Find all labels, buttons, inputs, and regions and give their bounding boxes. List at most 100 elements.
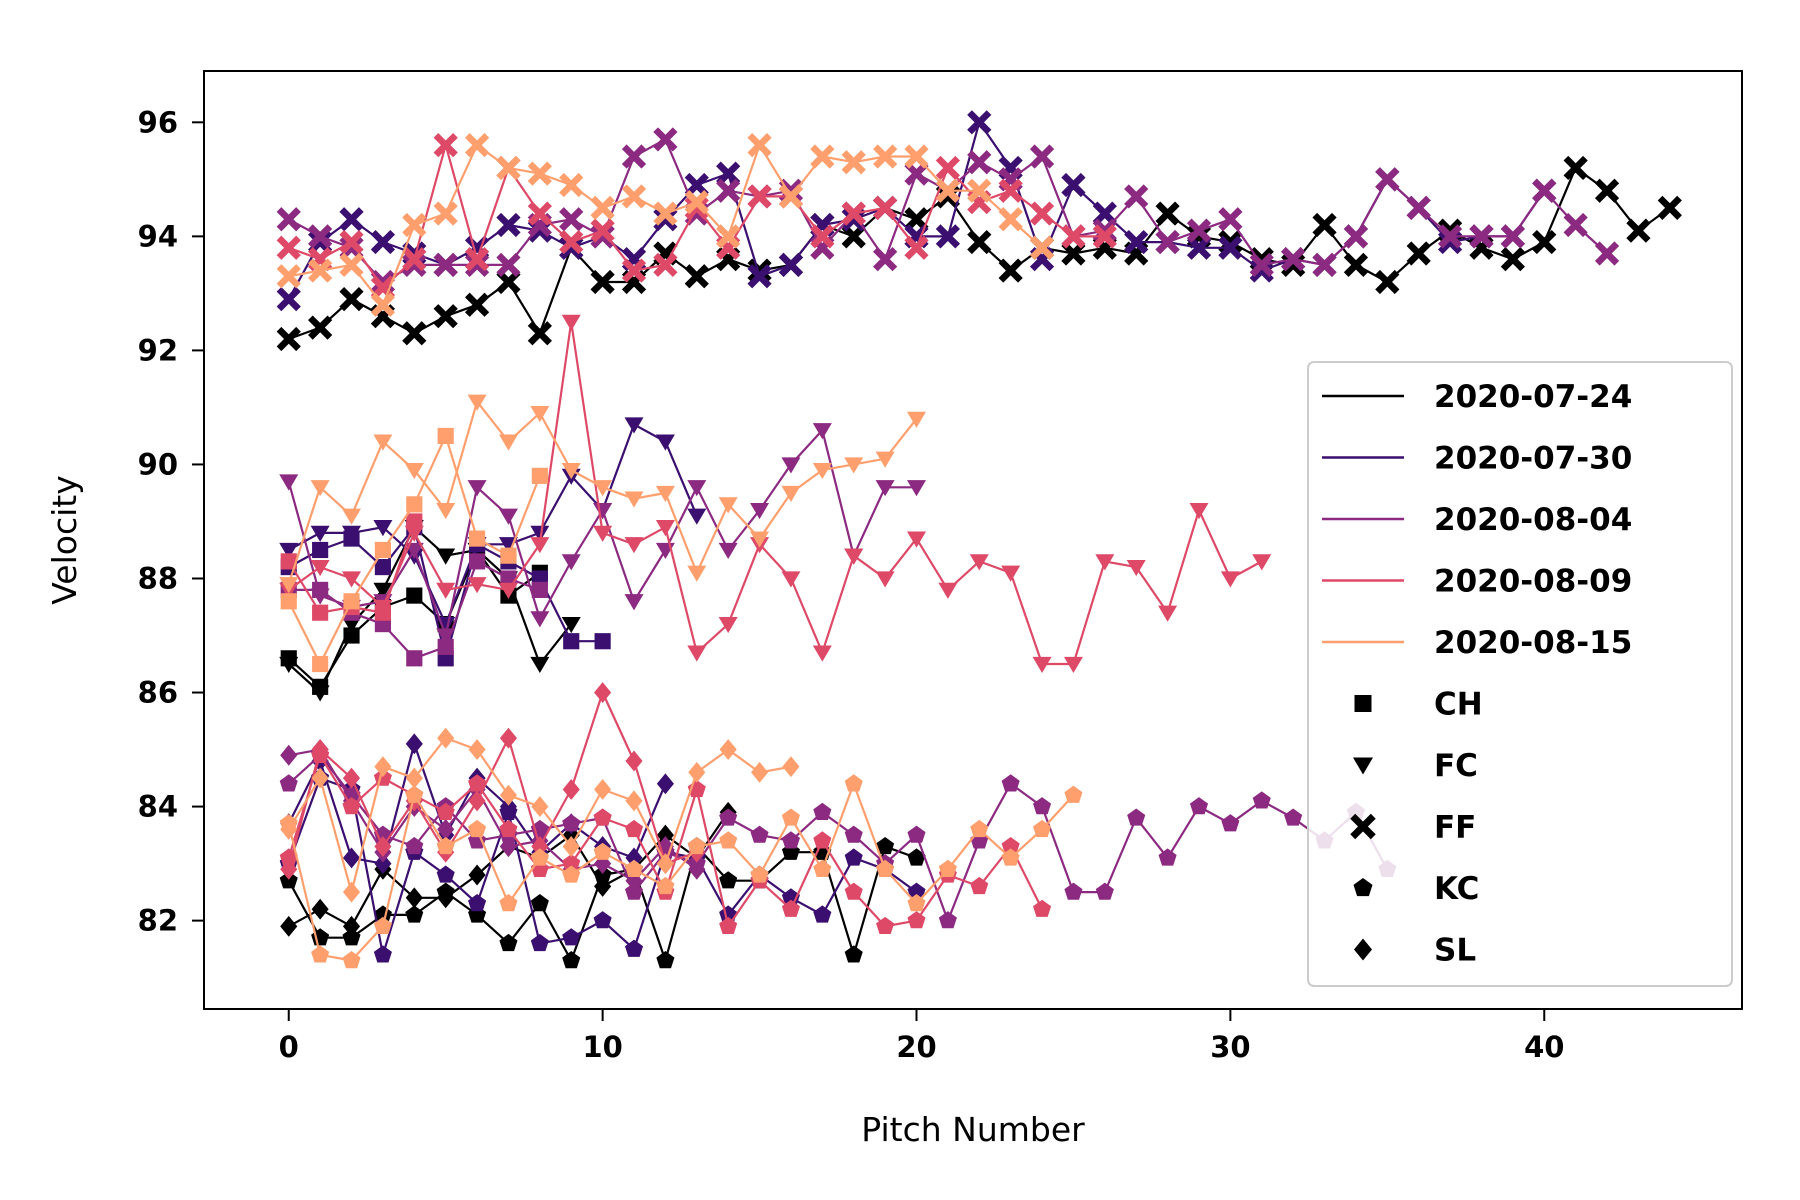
data-point xyxy=(530,894,549,912)
data-point xyxy=(468,894,487,912)
data-point xyxy=(594,633,611,650)
data-point xyxy=(433,201,458,226)
legend-marker-swatch xyxy=(1353,878,1373,897)
data-point xyxy=(374,541,391,559)
data-point xyxy=(1001,774,1020,792)
data-point xyxy=(844,548,864,565)
data-point xyxy=(1532,229,1557,255)
data-point xyxy=(967,110,992,135)
data-point xyxy=(280,553,297,570)
data-point xyxy=(655,434,675,451)
data-point xyxy=(1218,207,1243,232)
data-point xyxy=(559,172,584,198)
data-point xyxy=(342,525,362,542)
data-point xyxy=(436,802,455,820)
data-point xyxy=(1061,224,1086,249)
data-point xyxy=(312,604,329,621)
legend-label: FC xyxy=(1434,748,1478,784)
data-point xyxy=(938,582,958,599)
data-point xyxy=(684,172,709,198)
data-point xyxy=(279,871,298,889)
data-point xyxy=(998,258,1023,283)
y-tick-label: 82 xyxy=(138,904,178,938)
data-point xyxy=(1064,785,1083,803)
data-point xyxy=(844,457,864,474)
data-point xyxy=(370,229,396,255)
data-point xyxy=(1375,269,1400,295)
data-point xyxy=(467,577,487,594)
data-point xyxy=(342,928,361,946)
data-point xyxy=(276,326,301,352)
data-point xyxy=(653,127,678,152)
data-point xyxy=(876,836,895,855)
data-point xyxy=(562,814,581,832)
data-point xyxy=(373,945,392,963)
series-2020-08-15-KC xyxy=(279,774,1083,969)
data-point xyxy=(1406,241,1431,266)
data-point xyxy=(844,882,863,900)
data-point xyxy=(781,899,800,917)
data-point xyxy=(468,774,487,792)
data-point xyxy=(373,916,392,935)
data-point xyxy=(967,150,992,175)
data-point xyxy=(276,286,301,312)
data-point xyxy=(904,207,929,232)
data-point xyxy=(468,864,486,886)
data-point xyxy=(496,155,521,181)
data-point xyxy=(404,525,424,542)
data-point xyxy=(813,802,832,820)
data-point xyxy=(1594,241,1620,266)
data-point xyxy=(904,161,929,186)
data-point xyxy=(1032,656,1052,674)
data-point xyxy=(1063,656,1083,674)
data-point xyxy=(656,824,674,846)
data-point xyxy=(653,252,678,277)
data-point xyxy=(1252,554,1272,571)
data-point xyxy=(280,744,298,766)
data-point xyxy=(907,882,926,900)
data-point xyxy=(876,916,895,935)
data-point xyxy=(312,541,329,559)
data-point xyxy=(593,808,612,826)
data-point xyxy=(433,133,458,158)
data-point xyxy=(624,537,644,554)
data-point xyxy=(342,847,361,869)
data-point xyxy=(593,502,613,520)
data-point xyxy=(559,207,584,232)
data-point xyxy=(967,229,992,255)
data-point xyxy=(499,784,518,806)
data-point xyxy=(468,553,486,570)
data-point xyxy=(1127,808,1146,826)
data-point xyxy=(405,767,423,789)
data-point xyxy=(1563,155,1588,181)
data-point xyxy=(561,314,581,331)
x-tick-label: 0 xyxy=(279,1030,299,1064)
data-point xyxy=(781,571,801,588)
data-point xyxy=(751,761,769,783)
data-point xyxy=(907,894,926,912)
data-point xyxy=(935,155,961,181)
data-point xyxy=(276,235,301,260)
data-point xyxy=(719,871,738,889)
legend-label: 2020-07-24 xyxy=(1434,379,1632,415)
data-point xyxy=(405,887,423,909)
data-point xyxy=(1092,201,1117,226)
data-point xyxy=(876,859,895,877)
data-point xyxy=(1124,184,1149,209)
data-point xyxy=(310,480,330,497)
data-point xyxy=(716,161,741,186)
data-point xyxy=(1657,195,1682,220)
data-point xyxy=(1033,819,1052,838)
data-point xyxy=(279,774,298,792)
series-2020-08-09-FC xyxy=(279,314,1272,674)
data-point xyxy=(969,554,989,571)
x-tick-label: 30 xyxy=(1210,1030,1250,1064)
data-point xyxy=(656,876,675,895)
data-point xyxy=(812,645,832,662)
data-point xyxy=(624,882,644,900)
data-point xyxy=(373,520,393,537)
data-point xyxy=(935,224,961,249)
data-point xyxy=(687,645,707,662)
data-point xyxy=(593,525,613,542)
data-point xyxy=(1500,247,1525,272)
